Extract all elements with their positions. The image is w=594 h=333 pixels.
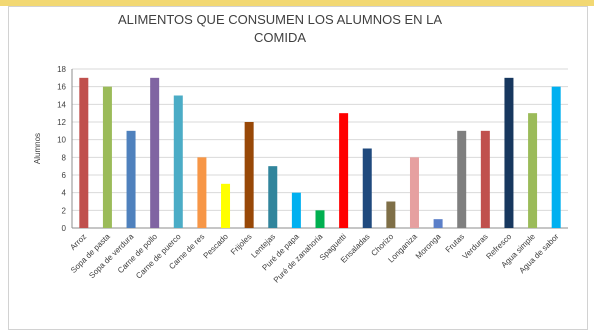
- bar: [409, 157, 419, 228]
- y-tick-label: 18: [57, 65, 66, 74]
- y-tick-label: 10: [57, 136, 66, 145]
- bar: [457, 130, 467, 228]
- y-tick-label: 2: [62, 206, 67, 215]
- y-tick-label: 6: [62, 171, 67, 180]
- y-tick-label: 8: [62, 153, 67, 162]
- x-tick-label: Arroz: [68, 232, 88, 252]
- chart-title-line-1: ALIMENTOS QUE CONSUMEN LOS ALUMNOS EN LA: [117, 12, 443, 27]
- y-tick-label: 14: [57, 100, 66, 109]
- bar: [102, 86, 112, 229]
- x-tick-label: Pescado: [202, 232, 231, 261]
- chart-title-line-2: COMIDA: [254, 30, 306, 45]
- bar: [126, 130, 136, 228]
- bar: [362, 148, 372, 228]
- bar: [197, 157, 207, 228]
- bar: [221, 183, 231, 228]
- top-decorative-strip: [0, 0, 594, 6]
- bar: [528, 113, 538, 228]
- y-tick-label: 0: [62, 224, 67, 233]
- bar: [504, 77, 514, 228]
- bar: [386, 201, 396, 228]
- bar: [150, 77, 160, 228]
- bar: [433, 219, 443, 228]
- x-tick-label: Moronga: [414, 232, 443, 261]
- bar: [315, 210, 325, 228]
- y-axis-label: Alumnos: [33, 133, 42, 164]
- y-tick-label: 12: [57, 118, 66, 127]
- y-tick-label: 4: [62, 189, 67, 198]
- bar: [244, 122, 254, 228]
- bar: [173, 95, 183, 228]
- bar: [268, 166, 278, 228]
- bar: [339, 113, 349, 228]
- bar: [480, 130, 490, 228]
- bar: [291, 192, 301, 228]
- bar: [79, 77, 89, 228]
- bar: [551, 86, 561, 229]
- x-tick-label: Frutas: [444, 232, 466, 254]
- y-tick-label: 16: [57, 83, 66, 92]
